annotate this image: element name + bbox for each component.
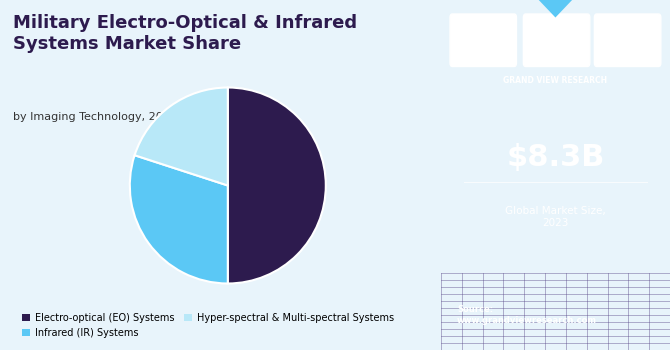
Legend: Electro-optical (EO) Systems, Infrared (IR) Systems, Hyper-spectral & Multi-spec: Electro-optical (EO) Systems, Infrared (… <box>18 309 398 342</box>
Wedge shape <box>130 155 228 284</box>
Text: Military Electro-Optical & Infrared
Systems Market Share: Military Electro-Optical & Infrared Syst… <box>13 14 357 53</box>
FancyBboxPatch shape <box>523 14 590 66</box>
Text: Source:
www.grandviewresearch.com: Source: www.grandviewresearch.com <box>457 305 597 325</box>
Polygon shape <box>537 0 574 18</box>
Wedge shape <box>135 88 228 186</box>
FancyBboxPatch shape <box>594 14 661 66</box>
FancyBboxPatch shape <box>450 14 517 66</box>
Text: by Imaging Technology, 2023 (%): by Imaging Technology, 2023 (%) <box>13 112 200 122</box>
Text: GRAND VIEW RESEARCH: GRAND VIEW RESEARCH <box>503 76 608 85</box>
Text: $8.3B: $8.3B <box>507 143 604 172</box>
Wedge shape <box>228 88 326 284</box>
Text: Global Market Size,
2023: Global Market Size, 2023 <box>505 206 606 228</box>
